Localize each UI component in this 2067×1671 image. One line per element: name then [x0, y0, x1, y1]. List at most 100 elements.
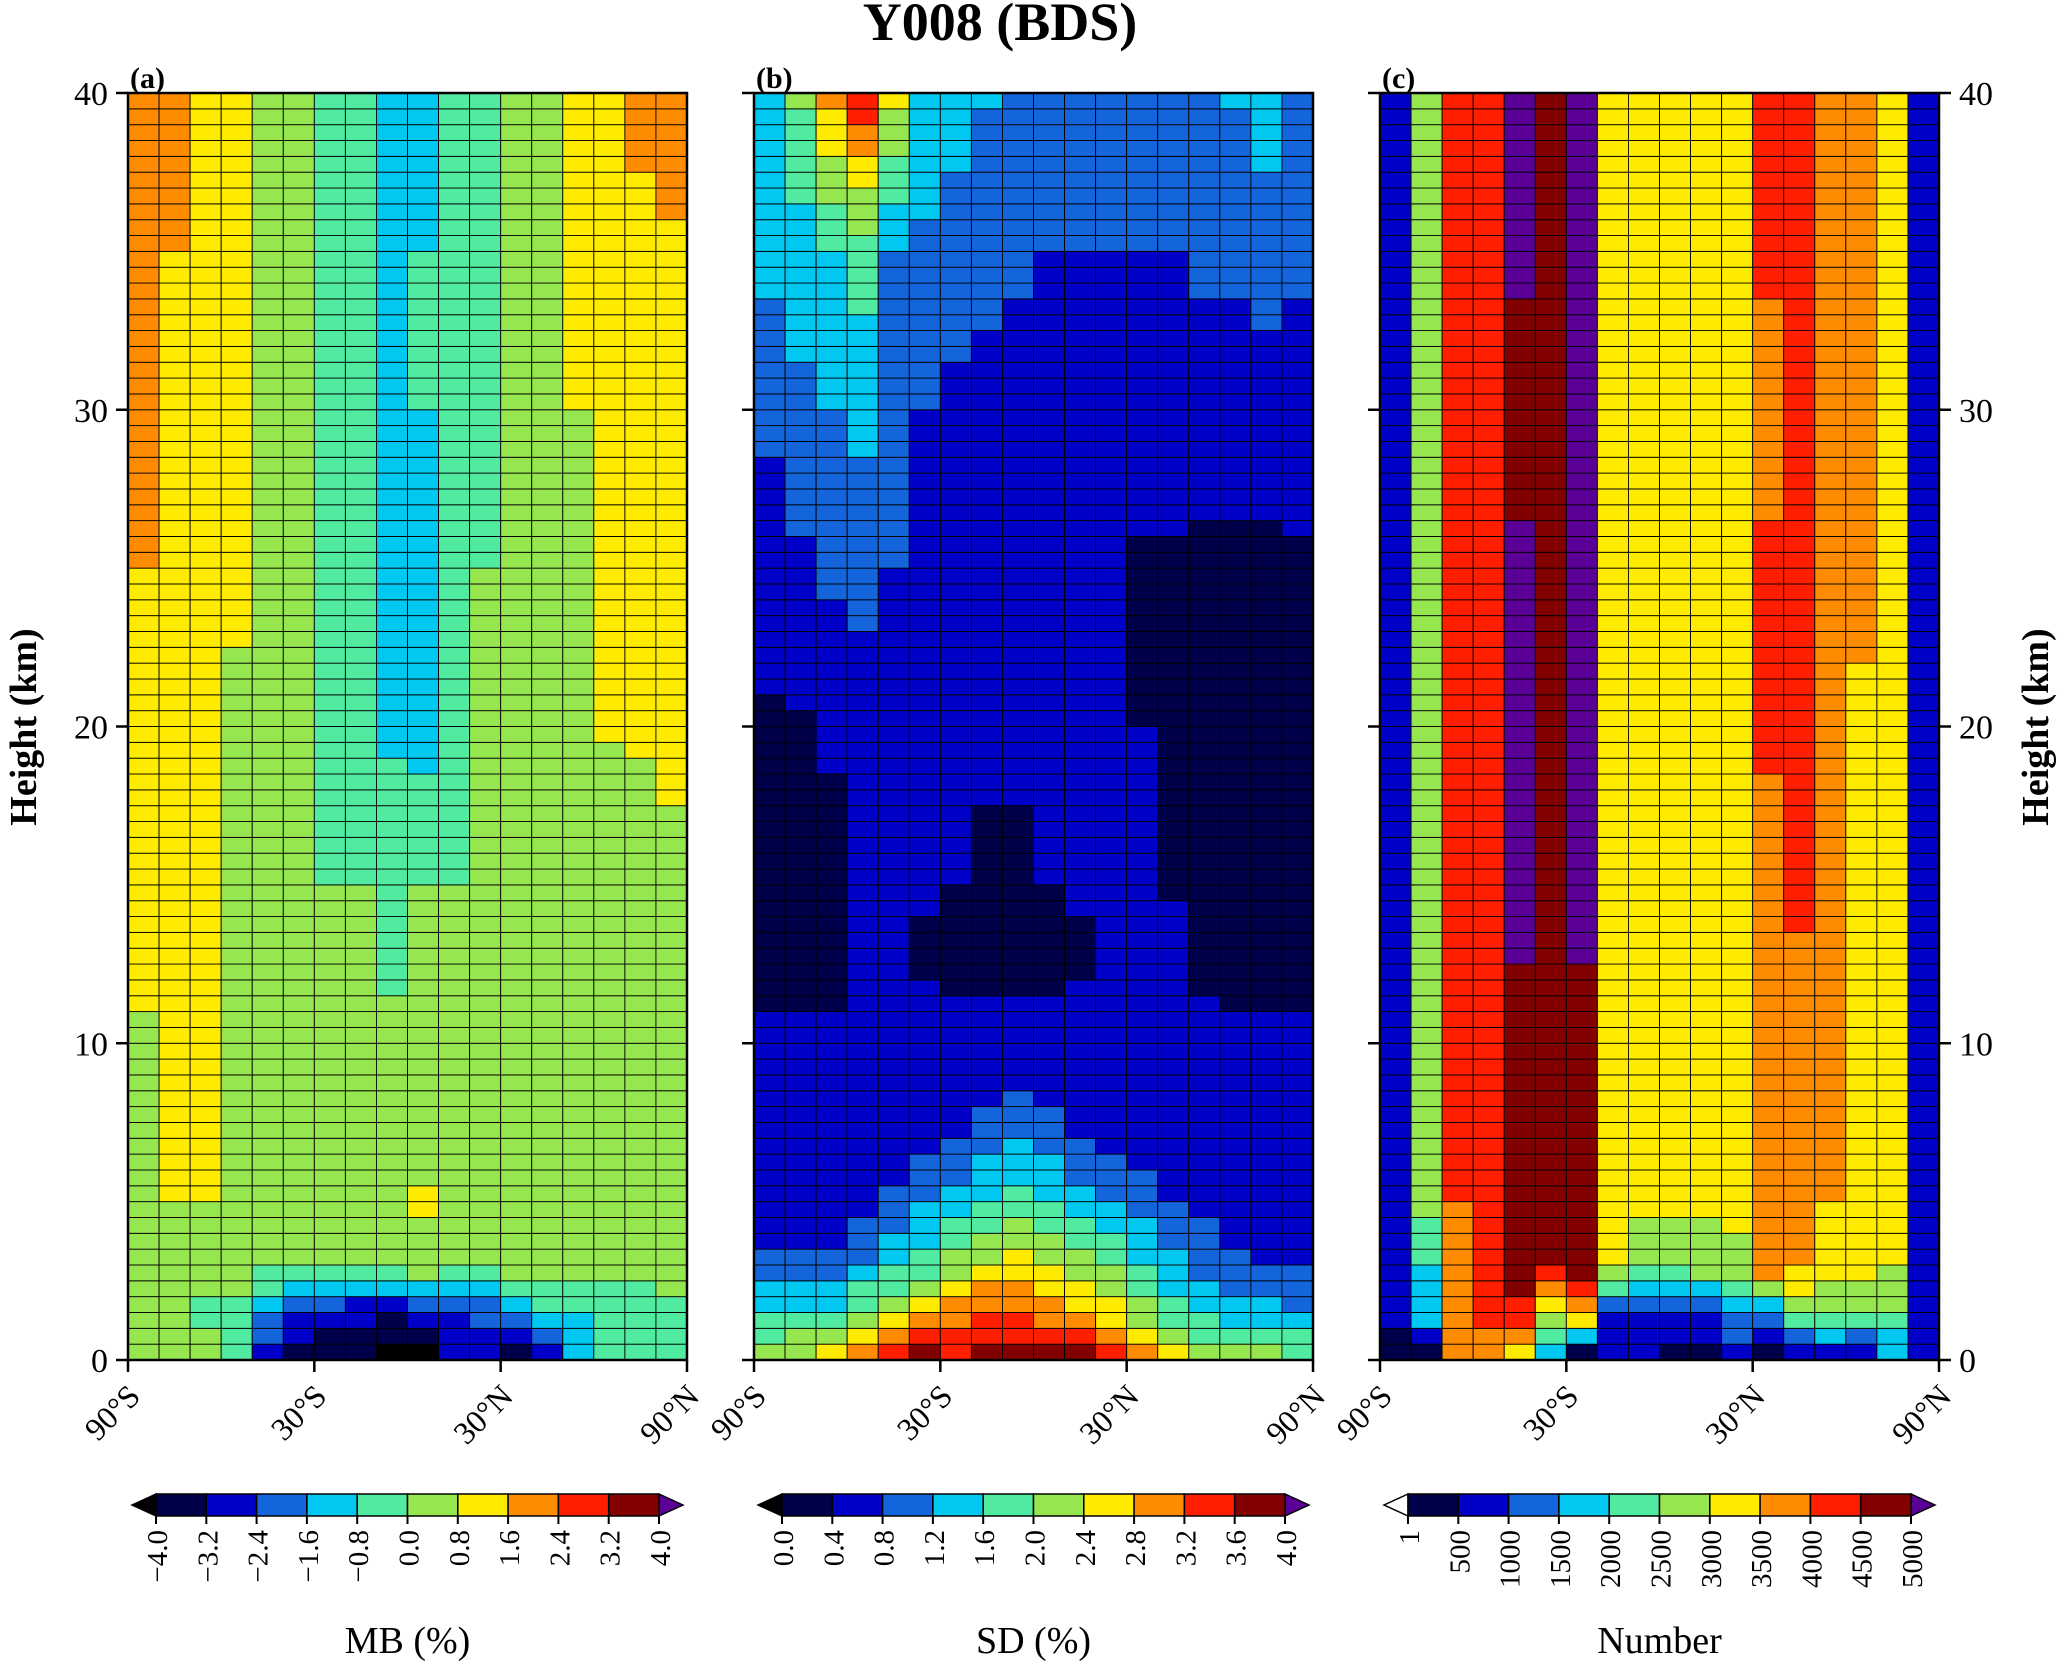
heatmap-cell	[1690, 1185, 1723, 1203]
heatmap-cell	[1095, 361, 1128, 379]
heatmap-cell	[655, 852, 688, 870]
heatmap-cell	[1250, 425, 1283, 442]
heatmap-cell	[469, 409, 502, 427]
heatmap-cell	[282, 551, 315, 569]
heatmap-cell	[251, 1026, 284, 1044]
heatmap-cell	[1219, 599, 1252, 617]
heatmap-cell	[127, 1137, 160, 1155]
heatmap-cell	[1596, 1327, 1629, 1345]
heatmap-cell	[1410, 1106, 1443, 1123]
heatmap-cell	[344, 124, 377, 141]
heatmap-cell	[1721, 92, 1754, 110]
heatmap-cell	[1690, 155, 1723, 173]
heatmap-cell	[251, 947, 284, 965]
heatmap-cell	[1250, 314, 1283, 332]
heatmap-cell	[1281, 250, 1314, 268]
heatmap-cell	[1752, 377, 1785, 395]
heatmap-cell	[1472, 171, 1505, 189]
heatmap-cell	[500, 520, 533, 537]
heatmap-cell	[1876, 1296, 1909, 1313]
heatmap-cell	[753, 1201, 786, 1218]
heatmap-cell	[1907, 741, 1940, 759]
heatmap-cell	[1250, 1201, 1283, 1218]
heatmap-cell	[1907, 488, 1940, 506]
heatmap-cell	[1690, 298, 1723, 316]
heatmap-cell	[1627, 330, 1660, 347]
heatmap-cell	[655, 884, 688, 902]
heatmap-cell	[158, 694, 191, 712]
heatmap-cell	[624, 741, 657, 759]
heatmap-cell	[158, 330, 191, 347]
heatmap-cell	[877, 1343, 910, 1361]
heatmap-cell	[407, 1169, 440, 1187]
heatmap-cell	[1503, 425, 1536, 442]
heatmap-cell	[1690, 694, 1723, 712]
heatmap-cell	[1410, 425, 1443, 442]
heatmap-cell	[1503, 884, 1536, 902]
heatmap-cell	[970, 631, 1003, 648]
heatmap-cell	[1188, 472, 1221, 490]
heatmap-cell	[1845, 345, 1878, 363]
heatmap-cell	[1534, 947, 1567, 965]
heatmap-cell	[753, 1011, 786, 1028]
heatmap-cell	[282, 1248, 315, 1266]
heatmap-cell	[562, 108, 595, 126]
heatmap-cell	[1503, 1201, 1536, 1218]
heatmap-cell	[313, 488, 346, 506]
heatmap-cell	[753, 757, 786, 775]
heatmap-cell	[846, 1327, 879, 1345]
heatmap-cell	[1876, 187, 1909, 205]
heatmap-cell	[846, 979, 879, 997]
heatmap-cell	[1033, 1185, 1066, 1203]
heatmap-cell	[1064, 1217, 1097, 1234]
heatmap-cell	[1001, 773, 1034, 791]
heatmap-cell	[220, 900, 253, 918]
heatmap-cell	[531, 805, 564, 822]
heatmap-cell	[1659, 710, 1692, 727]
heatmap-cell	[1379, 155, 1412, 173]
heatmap-cell	[939, 678, 972, 696]
heatmap-cell	[753, 1042, 786, 1060]
heatmap-cells-b	[753, 92, 1314, 1361]
heatmap-cell	[1627, 1343, 1660, 1361]
heatmap-cell	[1814, 1217, 1847, 1234]
heatmap-cell	[1845, 868, 1878, 886]
heatmap-cell	[1659, 1121, 1692, 1139]
heatmap-cell	[375, 1185, 408, 1203]
heatmap-cell	[562, 203, 595, 221]
heatmap-cell	[1721, 1264, 1754, 1282]
heatmap-cell	[220, 1121, 253, 1139]
heatmap-cell	[220, 1058, 253, 1076]
heatmap-cell	[970, 646, 1003, 664]
heatmap-cell	[1188, 1327, 1221, 1345]
heatmap-cell	[1690, 1217, 1723, 1234]
heatmap-cell	[1001, 345, 1034, 363]
heatmap-cell	[1783, 504, 1816, 522]
heatmap-cell	[1752, 425, 1785, 442]
heatmap-cell	[344, 1232, 377, 1250]
heatmap-cell	[1472, 536, 1505, 553]
heatmap-cell	[531, 425, 564, 442]
heatmap-cell	[815, 1185, 848, 1203]
heatmap-cell	[1441, 1074, 1474, 1092]
heatmap-cell	[1157, 789, 1190, 807]
heatmap-cell	[655, 536, 688, 553]
heatmap-cell	[1627, 282, 1660, 300]
heatmap-cell	[1503, 694, 1536, 712]
heatmap-cell	[970, 836, 1003, 854]
heatmap-cell	[500, 710, 533, 727]
heatmap-cell	[655, 1312, 688, 1329]
heatmap-cell	[1126, 916, 1159, 933]
heatmap-cell	[1596, 140, 1629, 157]
heatmap-cell	[1472, 979, 1505, 997]
heatmap-cell	[344, 187, 377, 205]
heatmap-cell	[1033, 377, 1066, 395]
heatmap-cell	[407, 235, 440, 252]
heatmap-cell	[1033, 773, 1066, 791]
heatmap-cell	[655, 963, 688, 981]
heatmap-cell	[939, 1312, 972, 1329]
heatmap-cell	[1126, 456, 1159, 474]
heatmap-cell	[469, 536, 502, 553]
heatmap-cell	[1219, 425, 1252, 442]
heatmap-cell	[1064, 916, 1097, 933]
